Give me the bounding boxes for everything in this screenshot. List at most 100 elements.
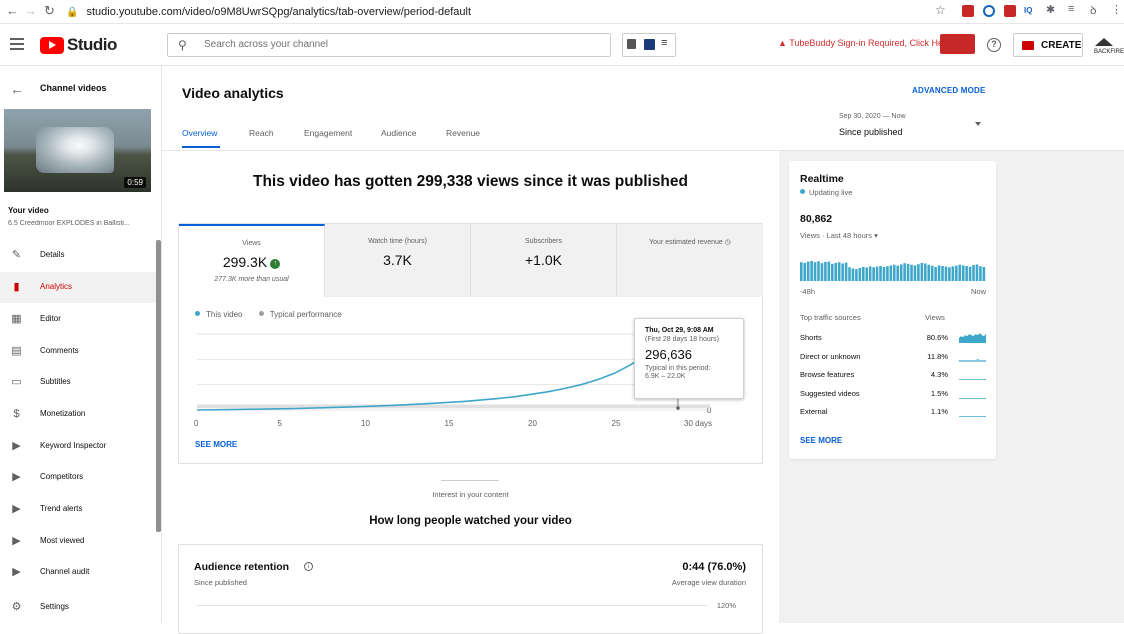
dropdown-caret-icon: ▾ bbox=[874, 231, 878, 240]
arrow-up-icon: ↑ bbox=[270, 259, 281, 269]
tubebuddy-icon[interactable] bbox=[627, 39, 636, 49]
tab-audience[interactable]: Audience bbox=[381, 128, 417, 138]
sidebar-item-settings[interactable]: ⚙ Settings bbox=[0, 592, 156, 623]
traffic-source-row[interactable]: Direct or unknown 11.8% bbox=[800, 350, 990, 368]
traffic-source-row[interactable]: Suggested videos 1.5% bbox=[800, 387, 990, 405]
right-pane: Realtime Updating live 80,862 Views · La… bbox=[779, 151, 1124, 623]
extension-icon[interactable] bbox=[983, 5, 995, 17]
realtime-bar bbox=[917, 264, 920, 281]
tubebuddy-play-icon[interactable] bbox=[644, 39, 655, 50]
info-icon[interactable]: i bbox=[304, 562, 313, 571]
traffic-source-row[interactable]: External 1.1% bbox=[800, 405, 990, 423]
sidebar-item-keyword-inspector[interactable]: ▶ Keyword Inspector bbox=[0, 431, 156, 462]
tubebuddy-toolbar[interactable]: ≡ bbox=[622, 33, 676, 57]
dropdown-caret-icon[interactable] bbox=[975, 122, 981, 126]
sidebar-item-channel-audit[interactable]: ▶ Channel audit bbox=[0, 557, 156, 588]
realtime-bar bbox=[834, 262, 838, 281]
create-button[interactable]: CREATE bbox=[1013, 33, 1083, 57]
traffic-source-pct: 11.8% bbox=[927, 351, 948, 361]
sidebar-item-monetization[interactable]: $ Monetization bbox=[0, 399, 156, 430]
browser-toolbar: ← → ↻ 🔒 studio.youtube.com/video/o9M8UwrS… bbox=[0, 0, 1124, 24]
x-tick-label: 25 bbox=[612, 419, 621, 428]
tooltip-typical-range: 6.9K – 22.0K bbox=[645, 373, 686, 380]
analytics-icon: ▮ bbox=[13, 281, 20, 293]
realtime-bar bbox=[913, 265, 917, 281]
puzzle-icon[interactable]: ✱ bbox=[1046, 4, 1056, 16]
realtime-bar bbox=[848, 267, 851, 281]
tab-engagement[interactable]: Engagement bbox=[304, 128, 353, 138]
metric-subscribers[interactable]: Subscribers +1.0K bbox=[471, 224, 617, 297]
sparkline-area bbox=[959, 379, 986, 380]
search-icon: ⚲ bbox=[178, 38, 187, 52]
sidebar-item-comments[interactable]: ▤ Comments bbox=[0, 336, 156, 367]
realtime-bar bbox=[941, 266, 944, 281]
video-thumbnail[interactable]: 0:59 bbox=[4, 109, 151, 192]
sidebar-item-most-viewed[interactable]: ▶ Most viewed bbox=[0, 526, 156, 557]
back-arrow-icon[interactable]: ← bbox=[6, 3, 19, 18]
help-icon[interactable]: ? bbox=[987, 38, 1001, 52]
extension-icon[interactable]: ꝺ bbox=[1090, 5, 1097, 17]
playlist-icon[interactable]: ≡ bbox=[1068, 3, 1075, 15]
sidebar-item-competitors[interactable]: ▶ Competitors bbox=[0, 462, 156, 493]
more-vert-icon[interactable]: ⋮ bbox=[1111, 4, 1122, 16]
traffic-source-sparkline bbox=[959, 358, 986, 362]
sidebar-item-label: Analytics bbox=[40, 282, 73, 291]
metric-label: Views bbox=[242, 240, 261, 247]
tubebuddy-menu-button[interactable] bbox=[940, 34, 975, 54]
advanced-mode-button[interactable]: ADVANCED MODE bbox=[912, 86, 986, 95]
dollar-icon: $ bbox=[13, 408, 20, 420]
realtime-bar bbox=[906, 263, 910, 281]
realtime-status: Updating live bbox=[800, 188, 852, 197]
film-icon: ▦ bbox=[11, 313, 22, 325]
period-selector[interactable]: Since published bbox=[839, 127, 903, 137]
see-more-button[interactable]: SEE MORE bbox=[195, 440, 238, 449]
sidebar-item-analytics[interactable]: ▮ Analytics bbox=[0, 272, 156, 303]
tab-overview[interactable]: Overview bbox=[182, 128, 218, 138]
menu-icon[interactable] bbox=[10, 38, 24, 50]
back-arrow-icon[interactable]: ← bbox=[10, 81, 24, 97]
traffic-source-row[interactable]: Shorts 80.6% bbox=[800, 331, 990, 349]
realtime-bar bbox=[882, 266, 886, 281]
sidebar-item-trend-alerts[interactable]: ▶ Trend alerts bbox=[0, 494, 156, 525]
bookmark-star-icon[interactable]: ☆ bbox=[935, 3, 946, 17]
sidebar-item-details[interactable]: ✎ Details bbox=[0, 240, 156, 271]
metric-views[interactable]: Views 299.3K ↑ 277.3K more than usual bbox=[179, 224, 325, 297]
gear-icon: ⚙ bbox=[11, 601, 22, 613]
realtime-bar bbox=[827, 261, 831, 281]
realtime-bar bbox=[955, 265, 958, 281]
realtime-bar bbox=[924, 263, 927, 281]
see-more-button[interactable]: SEE MORE bbox=[800, 436, 843, 445]
clock-icon: ◷ bbox=[724, 239, 731, 246]
sidebar-scrollbar[interactable] bbox=[156, 240, 161, 532]
sidebar-item-editor[interactable]: ▦ Editor bbox=[0, 304, 156, 335]
list-icon[interactable]: ≡ bbox=[661, 37, 668, 49]
chart-tooltip: Thu, Oct 29, 9:08 AM (First 28 days 18 h… bbox=[634, 318, 744, 399]
studio-logo[interactable]: Studio bbox=[40, 35, 117, 54]
tubebuddy-icon: ▶ bbox=[12, 440, 21, 452]
tab-revenue[interactable]: Revenue bbox=[446, 128, 481, 138]
traffic-source-row[interactable]: Browse features 4.3% bbox=[800, 368, 990, 386]
thumbnail-image bbox=[36, 127, 114, 173]
realtime-bar-chart[interactable] bbox=[800, 259, 986, 281]
tubebuddy-warning[interactable]: ▲ TubeBuddy Sign-in Required, Click Here bbox=[778, 38, 951, 48]
extension-icon[interactable] bbox=[962, 5, 974, 17]
sidebar-item-subtitles[interactable]: ▭ Subtitles bbox=[0, 367, 156, 398]
extension-icon[interactable]: IQ bbox=[1024, 5, 1036, 17]
realtime-bar bbox=[972, 265, 975, 281]
channel-avatar[interactable]: BACKFIRE bbox=[1094, 37, 1124, 55]
search-box[interactable]: ⚲ Search across your channel bbox=[167, 33, 611, 57]
realtime-bar bbox=[824, 261, 827, 281]
tab-reach[interactable]: Reach bbox=[249, 128, 274, 138]
realtime-metric-selector[interactable]: Views · Last 48 hours ▾ bbox=[800, 231, 878, 240]
studio-header: Studio ⚲ Search across your channel ≡ ▲ … bbox=[0, 24, 1124, 66]
realtime-bar bbox=[879, 266, 882, 281]
sidebar-item-label: Subtitles bbox=[40, 377, 71, 386]
extension-icon[interactable] bbox=[1004, 5, 1016, 17]
address-bar[interactable]: 🔒 studio.youtube.com/video/o9M8UwrSQpg/an… bbox=[66, 3, 946, 21]
period-range[interactable]: Sep 30, 2020 — Now bbox=[839, 113, 906, 120]
metric-revenue[interactable]: Your estimated revenue ◷ bbox=[617, 224, 763, 297]
comment-icon: ▤ bbox=[11, 345, 22, 357]
metric-watch-time[interactable]: Watch time (hours) 3.7K bbox=[325, 224, 471, 297]
reload-icon[interactable]: ↻ bbox=[44, 3, 55, 18]
forward-arrow-icon[interactable]: → bbox=[24, 3, 37, 18]
